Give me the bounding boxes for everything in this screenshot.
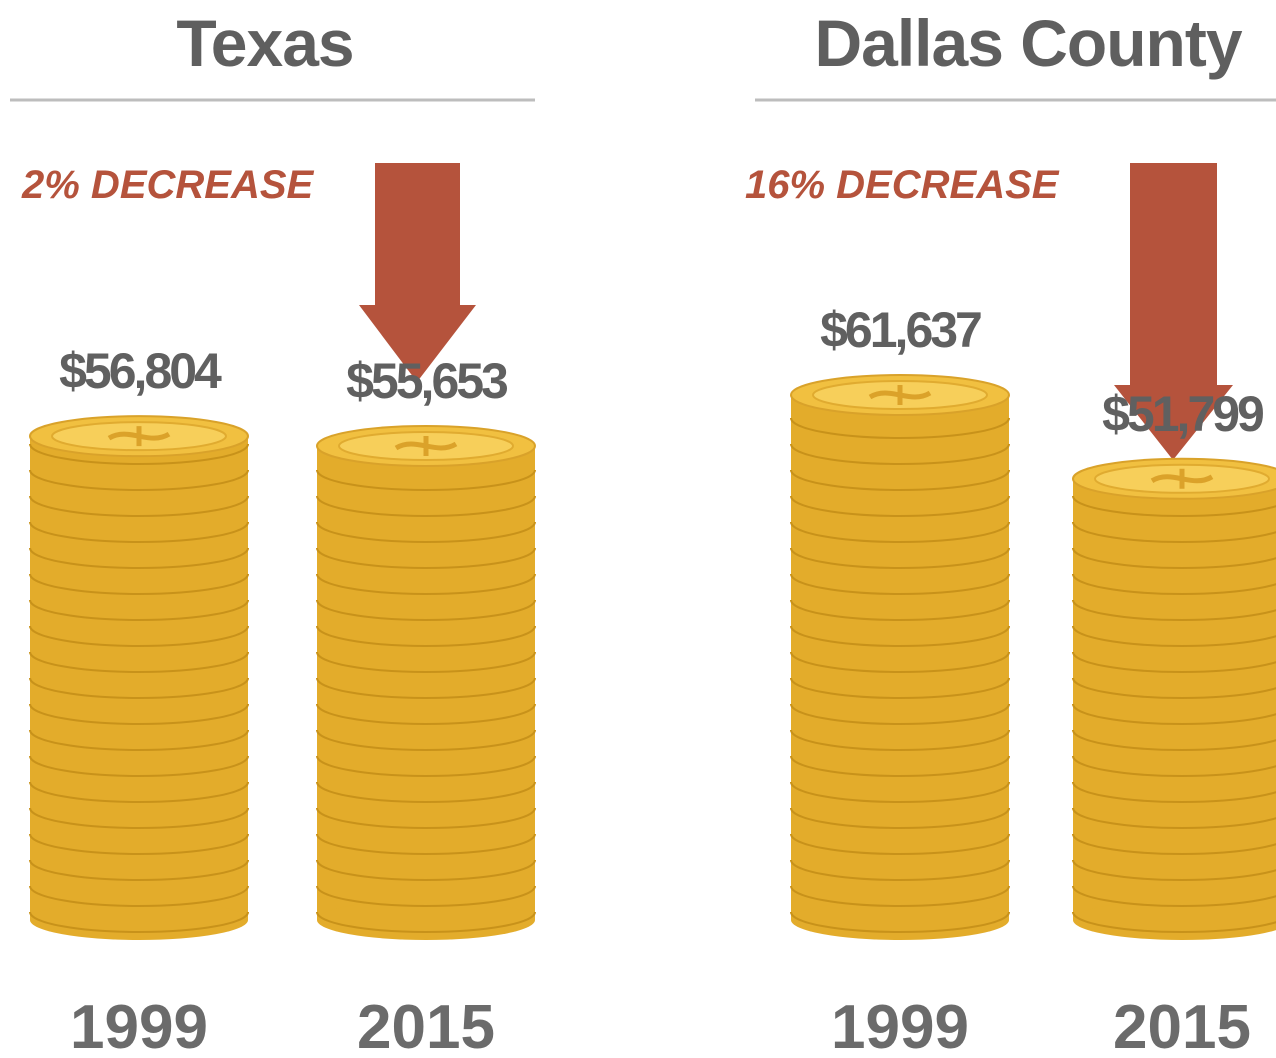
x-tick-label: 2015 — [357, 993, 495, 1058]
panel-title: Texas — [176, 6, 353, 80]
panel-title: Dallas County — [814, 6, 1242, 80]
bar — [791, 395, 1009, 920]
value-label: $61,637 — [820, 302, 981, 358]
coin-stack — [30, 416, 248, 940]
change-annotation: 16% DECREASE — [745, 163, 1060, 207]
x-tick-label: 1999 — [831, 993, 969, 1058]
change-annotation: 2% DECREASE — [21, 163, 315, 207]
infographic: Texas 2% DECREASE $56,804 1999 $55,653 2015 Da… — [0, 0, 1276, 1058]
value-label: $55,653 — [346, 353, 507, 409]
x-tick-label: 2015 — [1113, 993, 1251, 1058]
coin-stack — [317, 426, 535, 940]
x-tick-label: 1999 — [70, 993, 208, 1058]
value-label: $51,799 — [1102, 386, 1263, 442]
decrease-arrow — [359, 163, 476, 382]
value-label: $56,804 — [59, 343, 222, 399]
coin-stack — [791, 375, 1009, 940]
coin-stack — [1073, 459, 1276, 940]
